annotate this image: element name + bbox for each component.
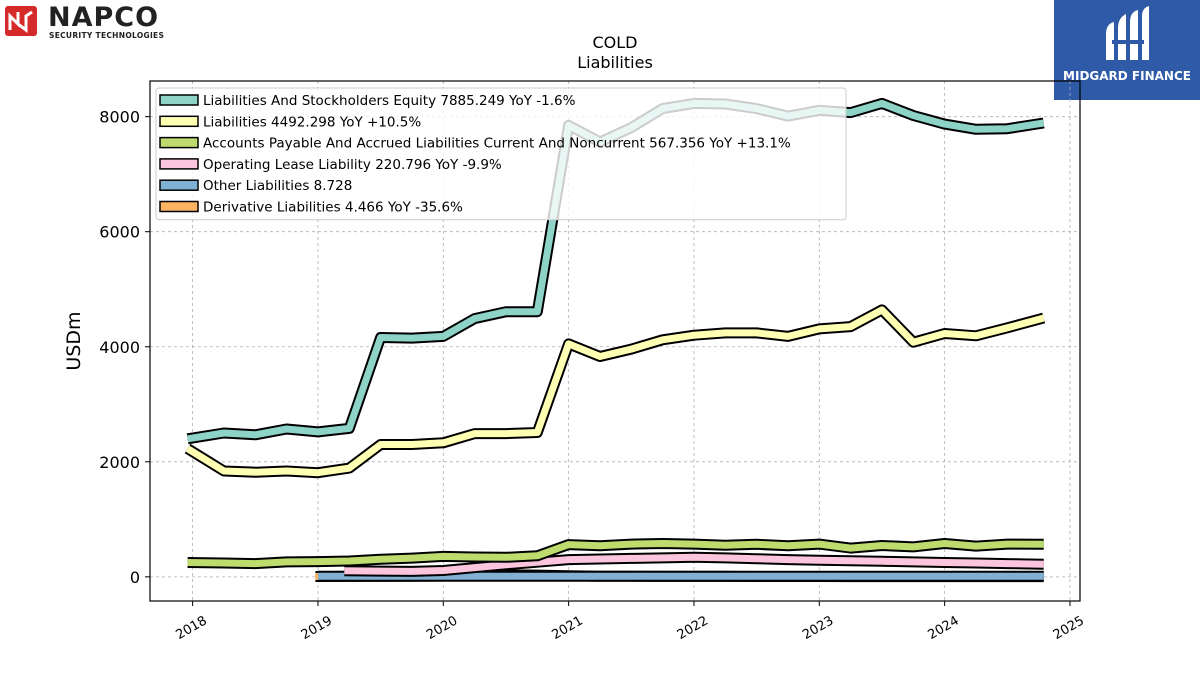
legend-box (155, 87, 847, 221)
y-tick-label: 0 (130, 568, 140, 587)
x-tick-label: 2024 (925, 613, 961, 643)
series-line-accounts-payable-and-accrued-liabilities-current-and-noncurrent (187, 540, 1044, 568)
napco-logo: NAPCO SECURITY TECHNOLOGIES (4, 2, 214, 40)
y-tick-label: 6000 (99, 223, 140, 242)
series-line-operating-lease-liability (344, 553, 1044, 575)
napco-brand-name: NAPCO (48, 2, 160, 33)
y-tick-label: 4000 (99, 338, 140, 357)
x-tick-label: 2018 (173, 613, 209, 643)
legend-swatch (159, 179, 199, 191)
legend-label: Derivative Liabilities 4.466 YoY -35.6% (203, 200, 463, 216)
y-tick-label: 2000 (99, 453, 140, 472)
x-tick-label: 2020 (424, 613, 460, 643)
chart-subtitle: Liabilities (577, 53, 653, 72)
series-outline-liabilities (184, 304, 1046, 479)
x-tick-label: 2021 (549, 613, 585, 643)
x-tick-label: 2023 (800, 613, 836, 643)
legend-label: Liabilities 4492.298 YoY +10.5% (203, 114, 421, 130)
legend-swatch (159, 115, 199, 128)
plot-frame (149, 80, 1081, 602)
napco-brand-tagline: SECURITY TECHNOLOGIES (49, 31, 165, 40)
legend-swatch (159, 158, 199, 170)
x-tick-label: 2025 (1051, 613, 1087, 643)
midgard-logo: MIDGARD FINANCE (1054, 0, 1200, 100)
y-tick-label: 8000 (99, 108, 140, 127)
midgard-logo-icon (1106, 6, 1149, 60)
napco-logo-icon (5, 6, 37, 36)
series-line-liabilities (185, 306, 1045, 477)
legend-label: Operating Lease Liability 220.796 YoY -9… (203, 157, 502, 173)
x-tick-label: 2019 (299, 613, 335, 643)
midgard-brand-name: MIDGARD FINANCE (1063, 69, 1191, 83)
legend-swatch (159, 94, 199, 106)
chart-title: COLD (592, 33, 638, 52)
legend-label: Liabilities And Stockholders Equity 7885… (203, 93, 576, 109)
legend-label: Accounts Payable And Accrued Liabilities… (203, 136, 791, 152)
y-axis-label: USDm (63, 311, 85, 370)
legend-swatch (159, 200, 199, 213)
legend-swatch (159, 136, 199, 149)
legend-label: Other Liabilities 8.728 (203, 178, 352, 194)
x-tick-label: 2022 (675, 613, 711, 643)
